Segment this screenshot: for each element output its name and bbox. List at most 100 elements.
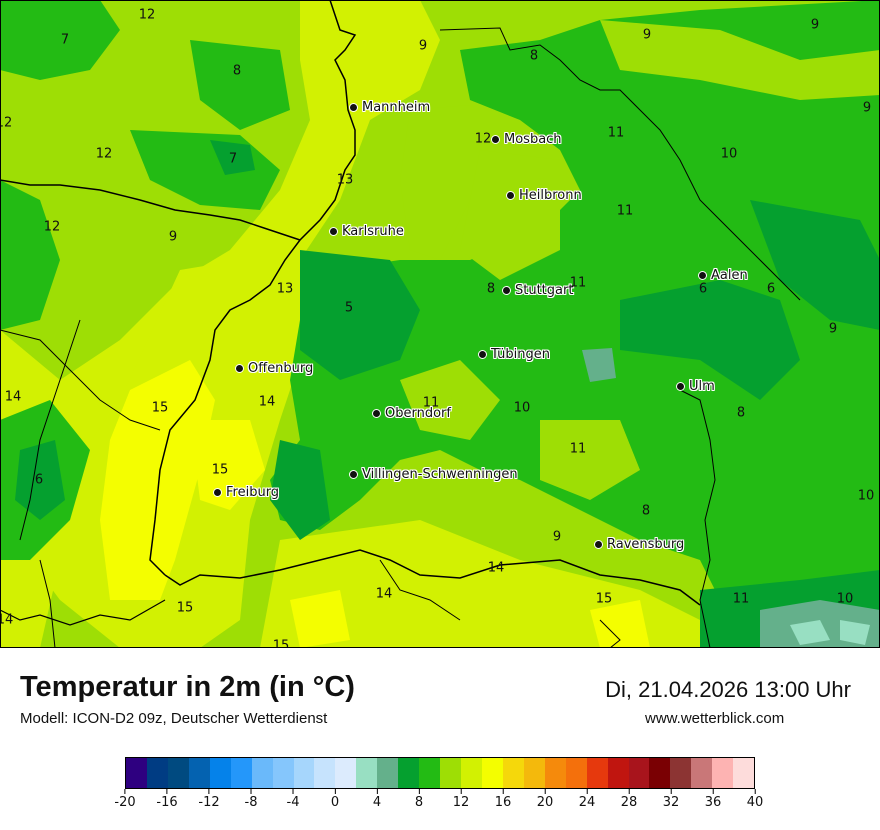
- tick-mark: [460, 789, 462, 794]
- temperature-value-label: 5: [344, 300, 354, 316]
- colorbar-tick: 0: [331, 789, 339, 810]
- temperature-value-label: 9: [810, 17, 820, 33]
- tick-mark: [124, 789, 126, 794]
- temperature-value-label: 9: [418, 38, 428, 54]
- temperature-value-label: 14: [375, 586, 393, 602]
- city-dot-icon: [502, 286, 511, 295]
- temperature-value-label: 11: [732, 591, 750, 607]
- tick-label: -16: [156, 795, 178, 810]
- city-marker: Heilbronn: [506, 188, 582, 203]
- city-dot-icon: [506, 191, 515, 200]
- city-marker: Oberndorf: [372, 406, 451, 421]
- tick-mark: [208, 789, 210, 794]
- tick-label: 32: [662, 795, 680, 810]
- colorbar-segment: [649, 758, 671, 788]
- temperature-value-label: 11: [569, 275, 587, 291]
- tick-label: 8: [414, 795, 424, 810]
- city-marker: Villingen-Schwenningen: [349, 467, 518, 482]
- city-dot-icon: [478, 350, 487, 359]
- city-label: Ravensburg: [607, 537, 685, 552]
- tick-label: -20: [114, 795, 136, 810]
- temperature-value-label: 11: [616, 203, 634, 219]
- colorbar-tick: 36: [705, 789, 721, 810]
- city-dot-icon: [594, 540, 603, 549]
- colorbar-tick: -12: [198, 789, 220, 810]
- temperature-value-label: 15: [151, 400, 169, 416]
- city-label: Freiburg: [226, 485, 280, 500]
- colorbar-segment: [167, 758, 189, 788]
- tick-label: 40: [746, 795, 764, 810]
- temperature-value-label: 12: [474, 131, 492, 147]
- temperature-value-label: 9: [642, 27, 652, 43]
- city-dot-icon: [698, 271, 707, 280]
- temperature-value-label: 11: [569, 441, 587, 457]
- temperature-value-label: 9: [828, 321, 838, 337]
- tick-mark: [376, 789, 378, 794]
- colorbar-segment: [251, 758, 273, 788]
- colorbar-segment: [607, 758, 629, 788]
- colorbar-segment: [586, 758, 608, 788]
- temperature-value-label: 14: [258, 394, 276, 410]
- colorbar-tick: -20: [114, 789, 136, 810]
- city-dot-icon: [349, 103, 358, 112]
- city-marker: Offenburg: [235, 361, 313, 376]
- tick-mark: [754, 789, 756, 794]
- tick-mark: [166, 789, 168, 794]
- city-dot-icon: [349, 470, 358, 479]
- colorbar-segment: [461, 758, 482, 788]
- colorbar-tick: -4: [286, 789, 300, 810]
- city-dot-icon: [372, 409, 381, 418]
- colorbar-segment: [565, 758, 587, 788]
- forecast-datetime: Di, 21.04.2026 13:00 Uhr: [605, 677, 851, 702]
- tick-label: -4: [286, 795, 300, 810]
- temperature-value-label: 9: [168, 229, 178, 245]
- tick-label: 20: [536, 795, 554, 810]
- city-label: Oberndorf: [385, 406, 451, 421]
- temperature-value-label: 11: [607, 125, 625, 141]
- colorbar-tick: 28: [620, 789, 638, 810]
- city-label: Offenburg: [248, 361, 314, 376]
- temperature-value-label: 13: [276, 281, 294, 297]
- tick-label: 28: [620, 795, 638, 810]
- temperature-value-label: 10: [836, 591, 854, 607]
- colorbar-ticks: -20 -16 -12 -8 -4 0 4 8 12 16 20 24 28 32 36 40: [114, 789, 763, 819]
- model-subtitle: Modell: ICON-D2 09z, Deutscher Wetterdie…: [20, 710, 328, 727]
- tick-mark: [334, 789, 336, 794]
- colorbar-segment: [209, 758, 231, 788]
- city-label: Stuttgart: [515, 283, 574, 298]
- city-marker: Mannheim: [349, 100, 430, 115]
- website-link[interactable]: www.wetterblick.com: [645, 710, 785, 727]
- temperature-value-label: 14: [0, 612, 14, 628]
- city-marker: Karlsruhe: [329, 224, 404, 239]
- temperature-value-label: 10: [857, 488, 875, 504]
- temperature-value-label: 14: [487, 560, 505, 576]
- tick-mark: [712, 789, 714, 794]
- colorbar-segment: [691, 758, 713, 788]
- colorbar-segment: [272, 758, 294, 788]
- city-label: Villingen-Schwenningen: [362, 467, 518, 482]
- temperature-value-label: 7: [228, 151, 238, 167]
- map-title: Temperatur in 2m (in °C): [20, 671, 355, 703]
- colorbar-tick: 32: [662, 789, 680, 810]
- colorbar-segment: [398, 758, 420, 788]
- colorbar-segment: [670, 758, 692, 788]
- temperature-value-label: 15: [176, 600, 194, 616]
- temperature-value-label: 8: [486, 281, 496, 297]
- temperature-value-label: 8: [641, 503, 651, 519]
- temperature-value-label: 7: [60, 32, 70, 48]
- colorbar-segment: [502, 758, 524, 788]
- colorbar-tick: 8: [415, 789, 423, 810]
- temperature-map: Mannheim Mosbach Heilbronn Karlsruhe Aalen St…: [0, 0, 880, 648]
- city-label: Tübingen: [491, 347, 550, 362]
- colorbar-segment: [230, 758, 252, 788]
- tick-label: 24: [578, 795, 596, 810]
- temperature-value-label: 15: [272, 638, 290, 649]
- tick-mark: [418, 789, 420, 794]
- colorbar-segment: [419, 758, 441, 788]
- colorbar-tick: -16: [156, 789, 178, 810]
- temperature-value-label: 8: [736, 405, 746, 421]
- city-dot-icon: [213, 488, 222, 497]
- tick-label: 16: [494, 795, 512, 810]
- colorbar-segment: [733, 758, 755, 788]
- colorbar-segment: [523, 758, 545, 788]
